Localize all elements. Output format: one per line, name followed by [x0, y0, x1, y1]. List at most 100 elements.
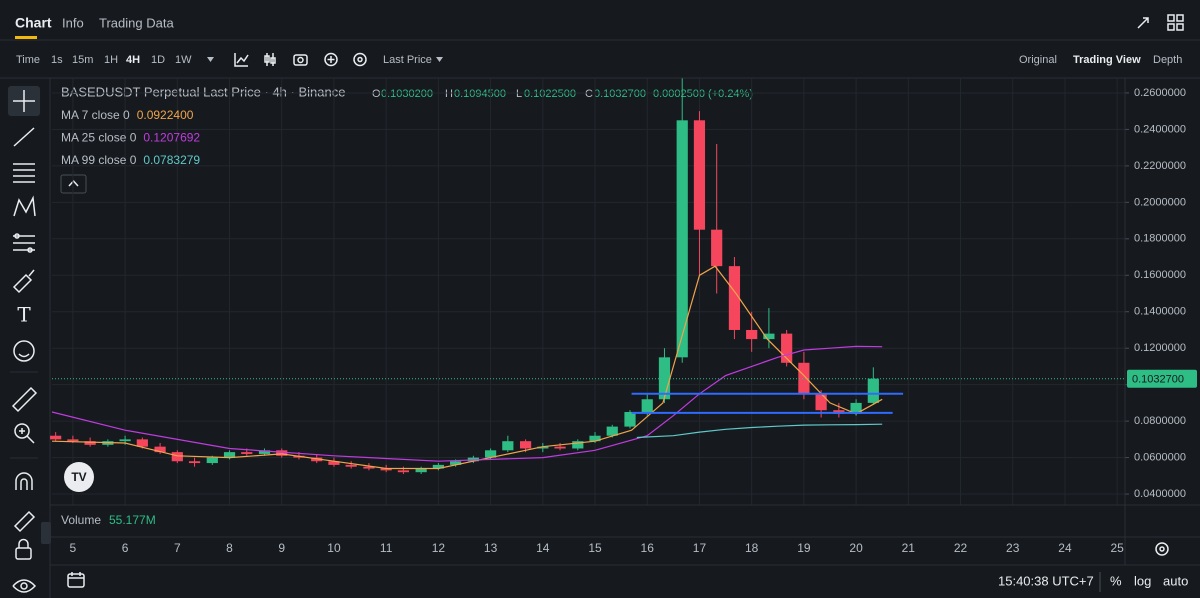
logo [64, 462, 94, 492]
view-option[interactable]: Original [1019, 54, 1057, 66]
view-option[interactable]: Trading View [1073, 54, 1141, 66]
ohlc-value: 0.1032700 [594, 88, 646, 100]
x-tick-label: 13 [484, 541, 498, 555]
axis-settings[interactable] [1155, 542, 1169, 556]
candle-body [415, 468, 427, 473]
candle-body [223, 452, 236, 458]
interval[interactable]: 1D [151, 54, 165, 66]
candle-body [154, 446, 166, 453]
log-toggle[interactable]: log [1134, 573, 1151, 588]
dropdown-icon[interactable] [436, 57, 443, 62]
x-tick-label: 18 [745, 541, 759, 555]
interval[interactable]: 1s [51, 54, 63, 66]
candle-body [450, 461, 462, 465]
x-tick-label: 17 [693, 541, 707, 555]
last-price-box [1127, 369, 1197, 388]
emoji-tool[interactable] [13, 340, 35, 362]
interval[interactable]: 4H [126, 54, 140, 66]
change: 0.0002500 (+0.24%) [653, 88, 753, 100]
visibility-tool[interactable] [12, 579, 37, 593]
price-source[interactable]: Last Price [383, 54, 432, 66]
ma-line [51, 345, 883, 462]
candle-body [763, 333, 775, 340]
tab[interactable]: Info [62, 15, 84, 30]
x-tick-label: 19 [797, 541, 811, 555]
interval[interactable]: 1W [175, 54, 192, 66]
hlines-tool[interactable] [13, 163, 35, 183]
date-range-icon[interactable] [67, 572, 85, 588]
collapse-legend[interactable] [60, 174, 87, 194]
brush-tool[interactable] [12, 269, 35, 294]
candle-body [67, 439, 79, 442]
zoom-tool[interactable] [14, 423, 35, 444]
y-tick-label: 0.1800000 [1134, 233, 1186, 245]
y-tick-label: 0.0600000 [1134, 452, 1186, 464]
collapse-button[interactable] [41, 522, 51, 544]
settings-icon[interactable] [353, 52, 367, 67]
tab[interactable]: Chart [15, 15, 52, 31]
candle-body [50, 435, 62, 440]
layout-icon[interactable] [1167, 14, 1184, 31]
candle-body [136, 439, 148, 447]
tool-column: T [8, 86, 51, 593]
x-tick-label: 24 [1058, 541, 1072, 555]
y-tick-label: 0.1400000 [1134, 306, 1186, 318]
ohlc-value: 0.1094500 [454, 88, 506, 100]
candle-icon[interactable] [264, 53, 276, 66]
candle-body [258, 450, 271, 454]
candle-body [380, 468, 392, 471]
line-tool[interactable] [13, 127, 35, 147]
add-icon[interactable] [324, 52, 338, 67]
indicator-icon[interactable] [234, 53, 249, 67]
candle-body [311, 457, 323, 462]
ma-line [636, 423, 883, 439]
y-tick-label: 0.2400000 [1134, 123, 1186, 135]
candle-body [746, 329, 758, 340]
x-tick-label: 10 [327, 541, 341, 555]
fullscreen-icon[interactable] [1137, 17, 1149, 29]
interval[interactable]: 15m [72, 54, 93, 66]
candle-body [119, 439, 131, 442]
fib-tool[interactable] [13, 233, 35, 253]
x-tick-label: 23 [1006, 541, 1020, 555]
pattern-tool[interactable] [13, 195, 36, 217]
candle-body [624, 412, 636, 427]
y-tick-label: 0.2200000 [1134, 160, 1186, 172]
x-tick-label: 16 [641, 541, 655, 555]
lock-draw-tool[interactable] [13, 510, 36, 533]
lock-tool[interactable] [15, 538, 32, 560]
y-tick-label: 0.2600000 [1134, 87, 1186, 99]
interval[interactable]: Time [16, 54, 40, 66]
candle-body [432, 464, 444, 469]
chevron-icon[interactable] [68, 179, 79, 187]
x-tick-label: 12 [432, 541, 446, 555]
x-tick-label: 9 [278, 541, 285, 555]
ruler-tool[interactable] [11, 386, 38, 413]
magnet-tool[interactable] [15, 472, 33, 490]
candle-body [188, 461, 201, 464]
candle-body [850, 402, 862, 414]
candle-body [554, 446, 566, 449]
candle-body [345, 464, 357, 467]
tab[interactable]: Trading Data [99, 15, 174, 30]
y-tick-label: 0.1200000 [1134, 342, 1186, 354]
candle-body [363, 466, 375, 469]
tab-underline [15, 36, 37, 39]
crosshair-tool[interactable] [13, 90, 35, 112]
candle-body [519, 441, 532, 449]
y-tick-label: 0.0800000 [1134, 415, 1186, 427]
logo-text: TV [71, 470, 86, 484]
percent-toggle[interactable]: % [1110, 573, 1122, 588]
ohlc-letter: C [585, 88, 593, 100]
plot-area: 0.04000000.06000000.08000000.10000000.12… [50, 78, 1186, 555]
text-tool[interactable]: T [17, 303, 31, 327]
ohlc-value: 0.1022500 [524, 88, 576, 100]
candle-body [241, 452, 253, 454]
dropdown-icon[interactable] [207, 57, 214, 62]
x-tick-label: 7 [174, 541, 181, 555]
camera-icon[interactable] [293, 54, 308, 66]
auto-toggle[interactable]: auto [1163, 573, 1188, 588]
interval[interactable]: 1H [104, 54, 118, 66]
view-option[interactable]: Depth [1153, 54, 1182, 66]
